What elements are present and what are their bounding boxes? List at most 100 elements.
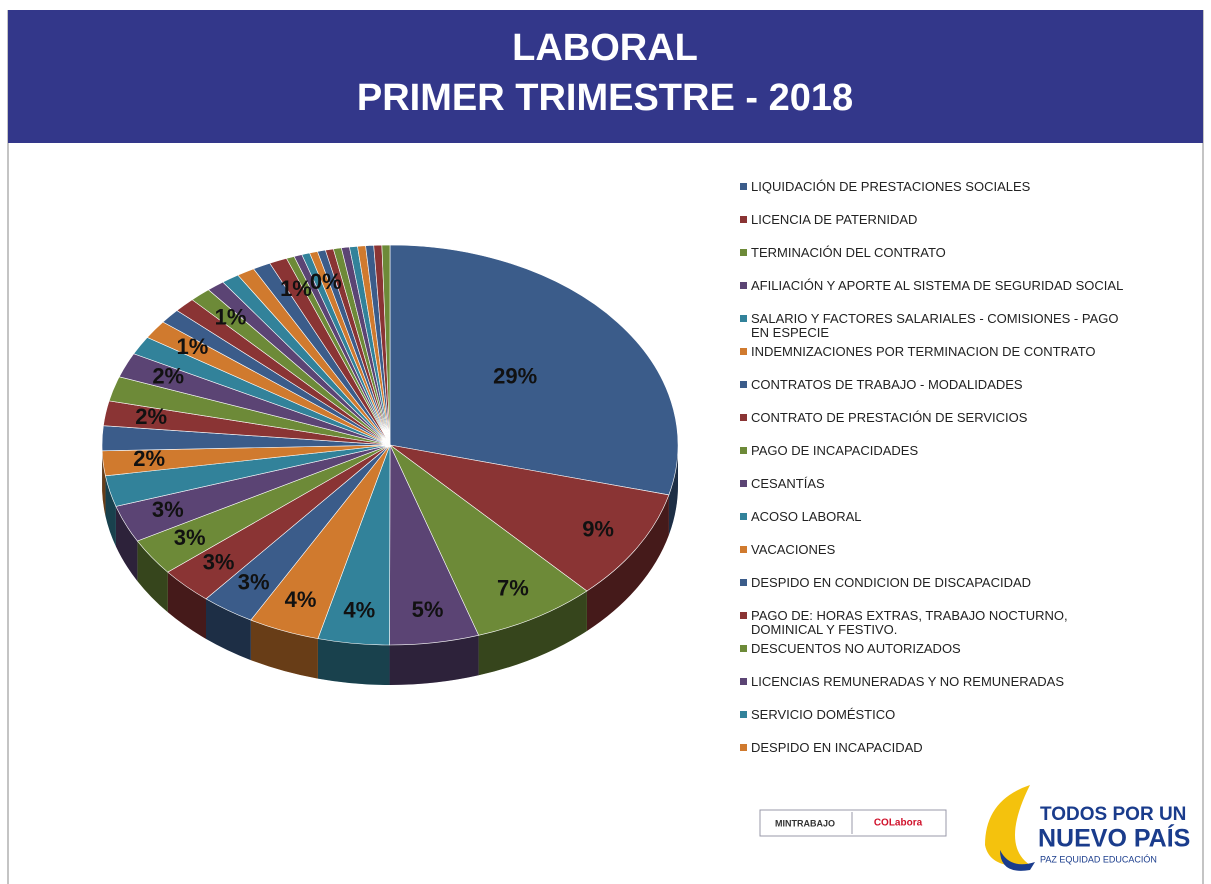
logo-slogan: PAZ EQUIDAD EDUCACIÓN (1040, 854, 1157, 864)
slice-side-shade (167, 572, 206, 639)
slice (389, 444, 670, 592)
data-label: 2% (135, 404, 167, 429)
legend-swatch (740, 480, 747, 487)
legend-item: LICENCIA DE PATERNIDAD (740, 213, 1135, 227)
slice-side-shade (205, 598, 251, 661)
legend-label: LICENCIAS REMUNERADAS Y NO REMUNERADAS (751, 674, 1065, 689)
legend-label: AFILIACIÓN Y APORTE AL SISTEMA DE SEGURI… (751, 278, 1124, 293)
slice-side-shade (102, 450, 106, 516)
legend-label: PAGO DE: HORAS EXTRAS, TRABAJO NOCTURNO,… (751, 608, 1068, 637)
legend-swatch (740, 744, 747, 751)
slice-side-shade (250, 620, 318, 679)
data-label: 3% (203, 549, 235, 574)
legend-item: AFILIACIÓN Y APORTE AL SISTEMA DE SEGURI… (740, 279, 1135, 293)
pie: 29%9%7%5%4%4%3%3%3%3%2%2%2%1%1%1%0% (101, 244, 679, 685)
slice-side-shade (389, 635, 479, 685)
legend-item: PAGO DE INCAPACIDADES (740, 444, 1135, 458)
logo-box (759, 809, 947, 837)
legend-label: DESPIDO EN INCAPACIDAD (751, 740, 923, 755)
legend-item: PAGO DE: HORAS EXTRAS, TRABAJO NOCTURNO,… (740, 609, 1135, 637)
legend-item: VACACIONES (740, 543, 1135, 557)
legend-label: TERMINACIÓN DEL CONTRATO (751, 245, 946, 260)
logo-shape (1000, 850, 1035, 871)
legend-swatch (740, 546, 747, 553)
slice-side-shade (478, 590, 587, 676)
legend-swatch (740, 315, 747, 322)
data-label: 2% (152, 364, 184, 389)
logo-slogan: TODOS POR UN (1040, 804, 1186, 825)
legend-label: CONTRATOS DE TRABAJO - MODALIDADES (751, 377, 1023, 392)
chart-title: LABORAL (512, 27, 698, 69)
legend-swatch (740, 381, 747, 388)
legend-item: DESPIDO EN CONDICION DE DISCAPACIDAD (740, 576, 1135, 590)
data-label: 1% (280, 276, 312, 301)
legend-swatch (740, 711, 747, 718)
legend-item: CONTRATOS DE TRABAJO - MODALIDADES (740, 378, 1135, 392)
legend-label: SALARIO Y FACTORES SALARIALES - COMISION… (751, 311, 1119, 340)
slice-side-shade (668, 445, 678, 535)
slice-side-shade (115, 506, 138, 581)
slice (381, 244, 391, 446)
legend-item: DESPIDO EN INCAPACIDAD (740, 741, 1135, 755)
legend-swatch (740, 216, 747, 223)
data-label: 0% (310, 269, 342, 294)
legend-swatch (740, 249, 747, 256)
data-label: 3% (152, 497, 184, 522)
legend-item: LIQUIDACIÓN DE PRESTACIONES SOCIALES (740, 180, 1135, 194)
legend-label: CESANTÍAS (751, 476, 825, 491)
legend-item: DESCUENTOS NO AUTORIZADOS (740, 642, 1135, 656)
slice-side-shade (317, 638, 390, 685)
legend-item: CONTRATO DE PRESTACIÓN DE SERVICIOS (740, 411, 1135, 425)
legend-item: ACOSO LABORAL (740, 510, 1135, 524)
legend-label: PAGO DE INCAPACIDADES (751, 443, 919, 458)
data-label: 29% (493, 363, 537, 388)
slice (389, 244, 679, 496)
legend-label: ACOSO LABORAL (751, 509, 862, 524)
chart-subtitle: PRIMER TRIMESTRE - 2018 (357, 77, 853, 119)
data-label: 1% (215, 304, 247, 329)
logo-partner: COLabora (874, 818, 923, 829)
legend-swatch (740, 447, 747, 454)
data-label: 4% (285, 587, 317, 612)
legend-item: SERVICIO DOMÉSTICO (740, 708, 1135, 722)
legend-swatch (740, 612, 747, 619)
logo-shape (985, 785, 1030, 866)
data-label: 7% (497, 576, 529, 601)
legend-swatch (740, 513, 747, 520)
logo-slogan: NUEVO PAÍS (1038, 824, 1190, 853)
legend-label: DESPIDO EN CONDICION DE DISCAPACIDAD (751, 575, 1032, 590)
legend-swatch (740, 678, 747, 685)
data-label: 2% (133, 446, 165, 471)
legend-swatch (740, 579, 747, 586)
logo-ministry: MINTRABAJO (775, 818, 835, 828)
data-label: 4% (343, 597, 375, 622)
legend-item: LICENCIAS REMUNERADAS Y NO REMUNERADAS (740, 675, 1135, 689)
data-label: 5% (412, 597, 444, 622)
legend-swatch (740, 183, 747, 190)
legend-swatch (740, 645, 747, 652)
legend-label: CONTRATO DE PRESTACIÓN DE SERVICIOS (751, 410, 1028, 425)
legend-label: DESCUENTOS NO AUTORIZADOS (751, 641, 961, 656)
legend-label: VACACIONES (751, 542, 836, 557)
data-label: 9% (582, 516, 614, 541)
slice-side-shade (586, 494, 669, 631)
legend-item: INDEMNIZACIONES POR TERMINACION DE CONTR… (740, 345, 1135, 359)
legend-label: LIQUIDACIÓN DE PRESTACIONES SOCIALES (751, 179, 1031, 194)
legend-swatch (740, 282, 747, 289)
legend-swatch (740, 414, 747, 421)
legend-item: SALARIO Y FACTORES SALARIALES - COMISION… (740, 312, 1135, 340)
slice-side-shade (137, 540, 168, 613)
legend-label: INDEMNIZACIONES POR TERMINACION DE CONTR… (751, 344, 1096, 359)
data-label: 3% (174, 525, 206, 550)
header-band (8, 10, 1203, 143)
legend-item: TERMINACIÓN DEL CONTRATO (740, 246, 1135, 260)
legend-swatch (740, 348, 747, 355)
legend-label: SERVICIO DOMÉSTICO (751, 707, 896, 722)
data-label: 1% (177, 334, 209, 359)
legend-label: LICENCIA DE PATERNIDAD (751, 212, 918, 227)
slice-side-shade (105, 475, 116, 547)
legend-item: CESANTÍAS (740, 477, 1135, 491)
slice (389, 444, 588, 636)
